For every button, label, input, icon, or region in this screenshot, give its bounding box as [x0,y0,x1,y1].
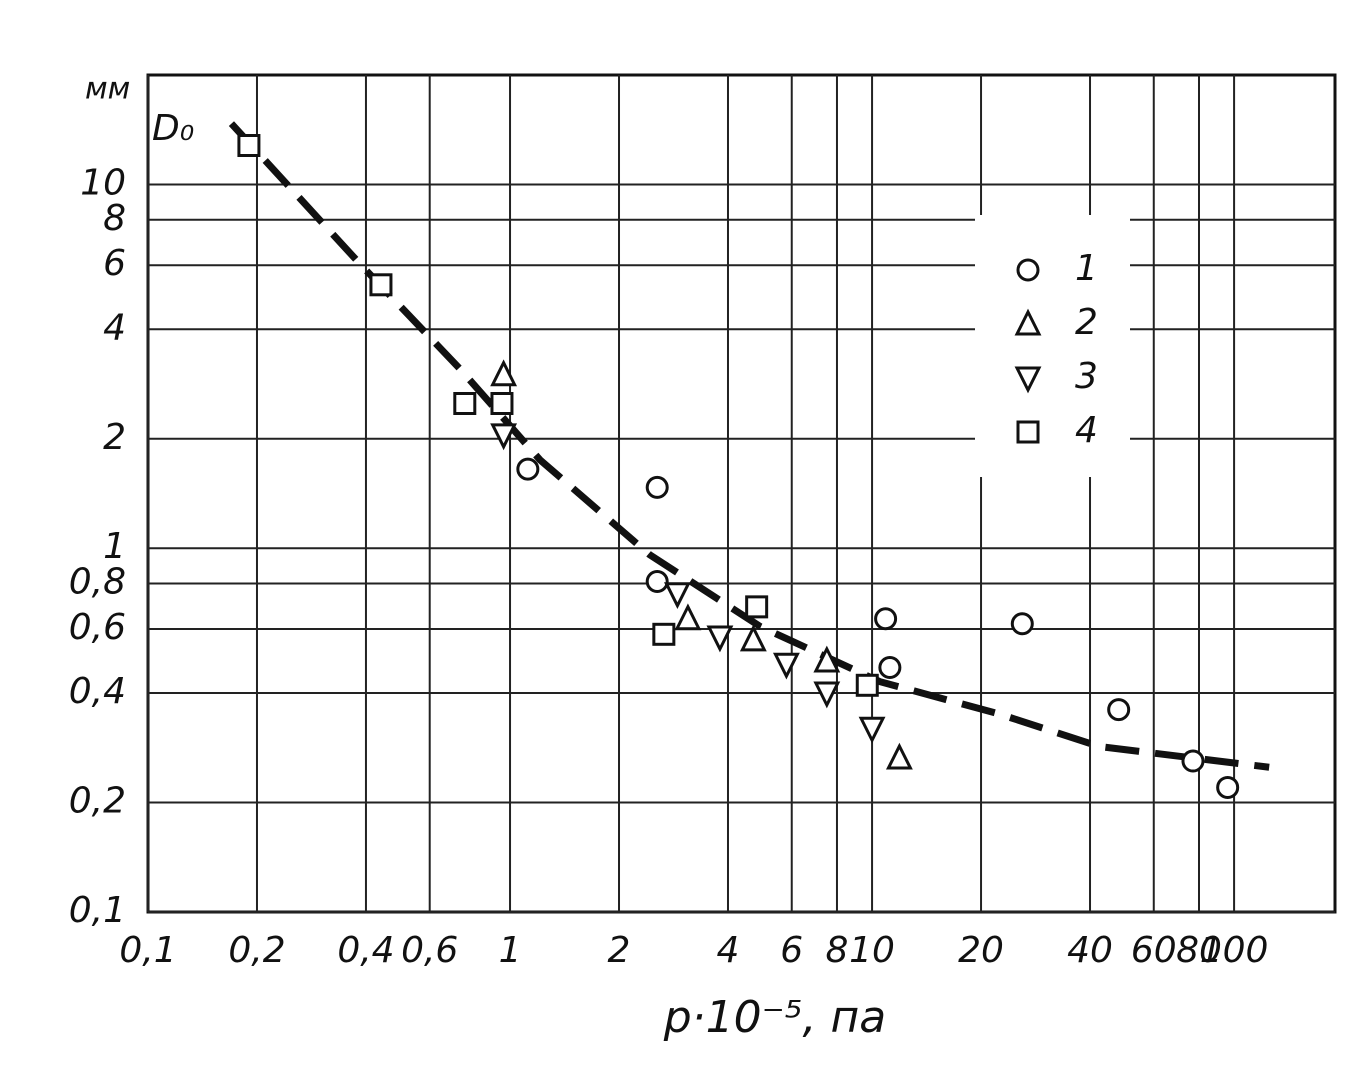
y-tick-label: 8 [103,198,126,239]
point [874,607,898,631]
x-tick-label: 10 [849,930,895,971]
y-tick-label: 10 [80,162,126,203]
y-tick-label: 0,6 [69,607,126,648]
legend-marker [1014,308,1042,336]
y-tick-label: 0,2 [69,781,126,822]
point [878,656,902,680]
point [813,681,841,709]
point [490,359,518,387]
point [858,716,886,744]
y-tick-label: 1 [103,526,126,567]
point [490,391,514,415]
point [674,603,702,631]
legend-marker [1016,258,1040,282]
point [369,273,393,297]
point [885,742,913,770]
point [645,570,669,594]
point [1181,749,1205,773]
x-tick-label: 8 [826,930,849,971]
legend-label: 3 [1075,356,1098,397]
x-tick-label: 4 [717,930,740,971]
y-tick-label: 4 [103,307,126,348]
x-tick-label: 80 [1176,930,1222,971]
y-tick-label: 2 [103,417,126,458]
point [237,134,261,158]
point [855,673,879,697]
legend-label: 1 [1075,248,1098,289]
x-tick-label: 0,4 [337,930,394,971]
x-tick-label: 100 [1200,930,1269,971]
legend-box [975,215,1130,477]
point [1107,698,1131,722]
point [772,652,800,680]
point [745,595,769,619]
y-tick-label: 0,1 [69,890,126,931]
y-tick-label: 0,8 [69,562,126,603]
point [739,624,767,652]
x-tick-label: 1 [499,930,522,971]
x-tick-label: 0,2 [228,930,285,971]
legend-marker [1016,420,1040,444]
x-tick-label: 20 [958,930,1004,971]
x-tick-label: 40 [1067,930,1113,971]
plot-frame [146,73,1337,914]
x-tick-label: 0,6 [401,930,458,971]
point [706,625,734,653]
point [1010,612,1034,636]
point [645,475,669,499]
legend-label: 2 [1075,302,1098,343]
x-tick-label: 6 [780,930,803,971]
point [453,391,477,415]
y-tick-label: 0,4 [69,671,126,712]
x-tick-label: 60 [1131,930,1177,971]
x-axis-label: p·10⁻⁵, па [663,992,886,1043]
point [1216,775,1240,799]
legend-label: 4 [1075,410,1098,451]
point [652,622,676,646]
fit-curve [228,121,1270,771]
point [664,582,691,610]
point [813,645,841,673]
legend-marker [1014,366,1042,394]
annotation: D₀ [152,108,194,149]
x-tick-label: 0,1 [119,930,176,971]
point [490,423,518,451]
y-tick-label: 6 [103,243,126,284]
y-axis-label: мм [85,72,130,107]
x-tick-label: 2 [608,930,631,971]
point [516,457,540,481]
